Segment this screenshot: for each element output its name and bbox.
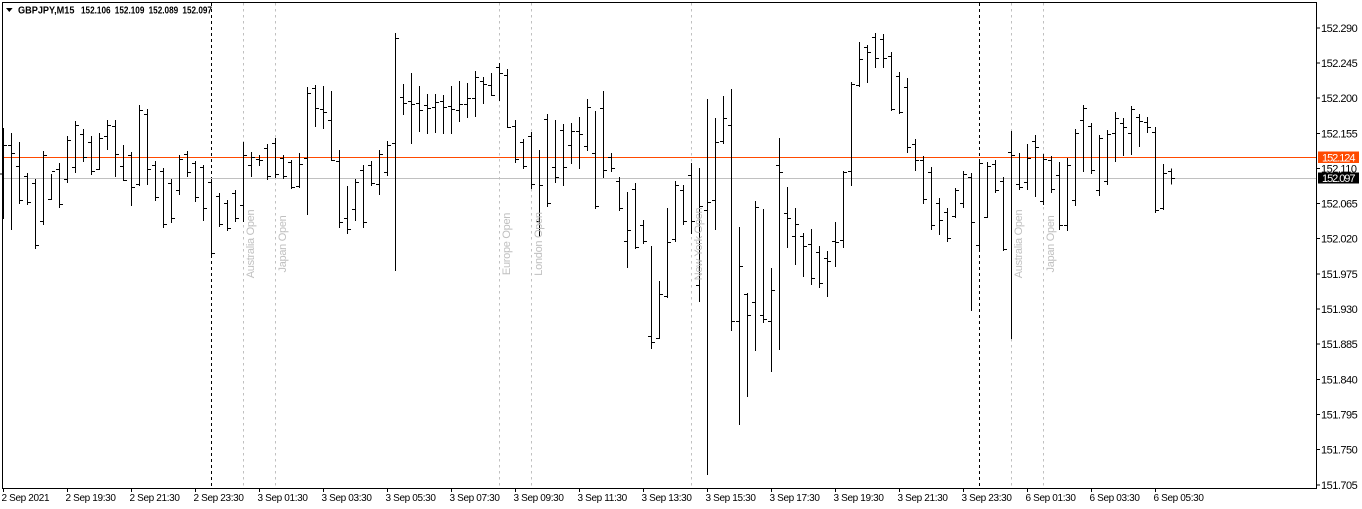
svg-text:2 Sep 2021: 2 Sep 2021 xyxy=(2,493,50,504)
svg-text:151.795: 151.795 xyxy=(1321,410,1358,422)
svg-text:Australia Open: Australia Open xyxy=(1013,210,1025,279)
svg-text:3 Sep 21:30: 3 Sep 21:30 xyxy=(898,493,949,504)
svg-text:London Open: London Open xyxy=(533,212,545,276)
svg-text:3 Sep 07:30: 3 Sep 07:30 xyxy=(450,493,501,504)
svg-text:152.097: 152.097 xyxy=(1322,173,1356,185)
svg-text:6 Sep 05:30: 6 Sep 05:30 xyxy=(1154,493,1205,504)
svg-text:152.155: 152.155 xyxy=(1321,128,1358,140)
svg-text:3 Sep 09:30: 3 Sep 09:30 xyxy=(514,493,565,504)
svg-text:151.705: 151.705 xyxy=(1321,480,1358,492)
svg-text:3 Sep 23:30: 3 Sep 23:30 xyxy=(962,493,1013,504)
svg-text:151.975: 151.975 xyxy=(1321,269,1358,281)
svg-text:2 Sep 23:30: 2 Sep 23:30 xyxy=(194,493,245,504)
svg-text:Australia Open: Australia Open xyxy=(245,210,257,279)
svg-text:3 Sep 17:30: 3 Sep 17:30 xyxy=(770,493,821,504)
svg-text:151.885: 151.885 xyxy=(1321,339,1358,351)
svg-text:152.089: 152.089 xyxy=(149,6,179,17)
svg-text:Japan Open: Japan Open xyxy=(277,215,289,272)
svg-text:152.097: 152.097 xyxy=(182,6,212,17)
svg-text:152.109: 152.109 xyxy=(115,6,145,17)
svg-text:152.200: 152.200 xyxy=(1321,93,1358,105)
svg-text:Europe Open: Europe Open xyxy=(501,213,513,275)
svg-text:2 Sep 21:30: 2 Sep 21:30 xyxy=(130,493,181,504)
svg-text:Japan Open: Japan Open xyxy=(1045,215,1057,272)
svg-text:6 Sep 03:30: 6 Sep 03:30 xyxy=(1090,493,1141,504)
svg-text:151.750: 151.750 xyxy=(1321,445,1358,457)
svg-text:152.124: 152.124 xyxy=(1322,153,1356,165)
svg-text:6 Sep 01:30: 6 Sep 01:30 xyxy=(1026,493,1077,504)
svg-text:152.245: 152.245 xyxy=(1321,58,1358,70)
svg-text:152.020: 152.020 xyxy=(1321,234,1358,246)
svg-text:151.840: 151.840 xyxy=(1321,374,1358,386)
svg-text:3 Sep 11:30: 3 Sep 11:30 xyxy=(578,493,628,504)
svg-text:2 Sep 19:30: 2 Sep 19:30 xyxy=(66,493,117,504)
svg-text:GBPJPY,M15: GBPJPY,M15 xyxy=(18,6,75,17)
svg-text:152.065: 152.065 xyxy=(1321,199,1358,211)
svg-text:3 Sep 01:30: 3 Sep 01:30 xyxy=(258,493,309,504)
svg-text:New York Open: New York Open xyxy=(693,208,705,281)
svg-text:151.930: 151.930 xyxy=(1321,304,1358,316)
svg-text:3 Sep 15:30: 3 Sep 15:30 xyxy=(706,493,757,504)
svg-text:3 Sep 05:30: 3 Sep 05:30 xyxy=(386,493,437,504)
svg-text:3 Sep 13:30: 3 Sep 13:30 xyxy=(642,493,693,504)
svg-text:3 Sep 03:30: 3 Sep 03:30 xyxy=(322,493,373,504)
svg-text:3 Sep 19:30: 3 Sep 19:30 xyxy=(834,493,885,504)
svg-text:152.290: 152.290 xyxy=(1321,23,1358,35)
svg-text:152.106: 152.106 xyxy=(81,6,111,17)
svg-text:152.110: 152.110 xyxy=(1321,163,1357,175)
